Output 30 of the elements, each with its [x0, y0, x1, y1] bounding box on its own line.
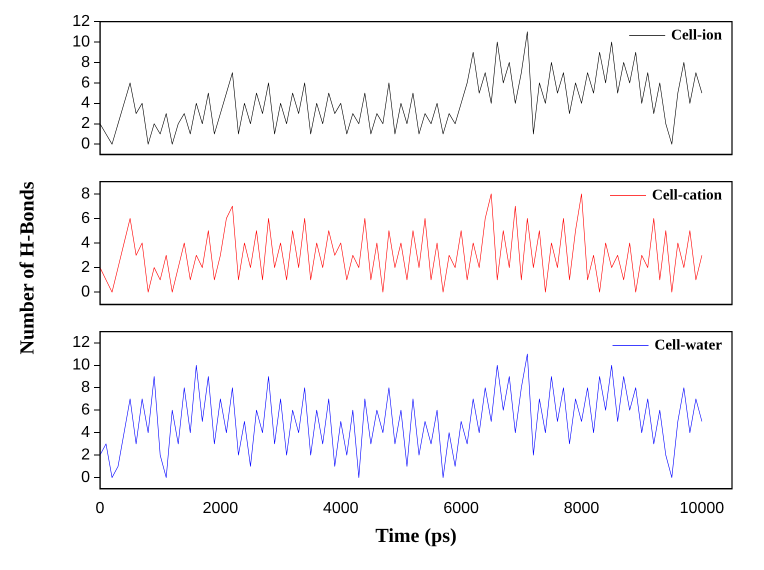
- y-tick-label: 12: [72, 13, 90, 30]
- x-tick-label: 6000: [443, 500, 480, 517]
- legend-label: Cell-ion: [671, 27, 723, 44]
- x-axis-title: Time (ps): [375, 525, 457, 548]
- y-tick-label: 4: [81, 94, 90, 112]
- y-tick-label: 4: [81, 234, 90, 252]
- y-tick-label: 6: [81, 210, 90, 227]
- y-tick-label: 4: [81, 424, 90, 442]
- y-tick-label: 10: [72, 356, 90, 374]
- y-tick-label: 2: [81, 115, 90, 132]
- y-tick-label: 2: [81, 446, 90, 464]
- x-tick-label: 0: [96, 500, 105, 517]
- y-tick-label: 10: [72, 33, 90, 50]
- y-tick-label: 2: [81, 258, 90, 276]
- y-tick-label: 0: [81, 284, 90, 301]
- y-tick-label: 12: [72, 334, 90, 352]
- legend-label: Cell-cation: [652, 187, 723, 204]
- y-tick-label: 8: [81, 54, 90, 71]
- x-tick-label: 2000: [202, 500, 238, 517]
- x-tick-label: 8000: [564, 500, 600, 517]
- y-axis-title: Number of H-Bonds: [16, 182, 40, 354]
- y-tick-label: 8: [81, 379, 90, 396]
- y-tick-label: 6: [81, 74, 90, 92]
- legend-label: Cell-water: [654, 337, 722, 354]
- x-tick-label: 10000: [680, 500, 724, 517]
- x-tick-label: 4000: [322, 500, 359, 517]
- y-tick-label: 0: [81, 136, 90, 153]
- y-tick-label: 6: [81, 402, 90, 419]
- y-tick-label: 0: [81, 468, 90, 486]
- y-tick-label: 8: [81, 185, 90, 202]
